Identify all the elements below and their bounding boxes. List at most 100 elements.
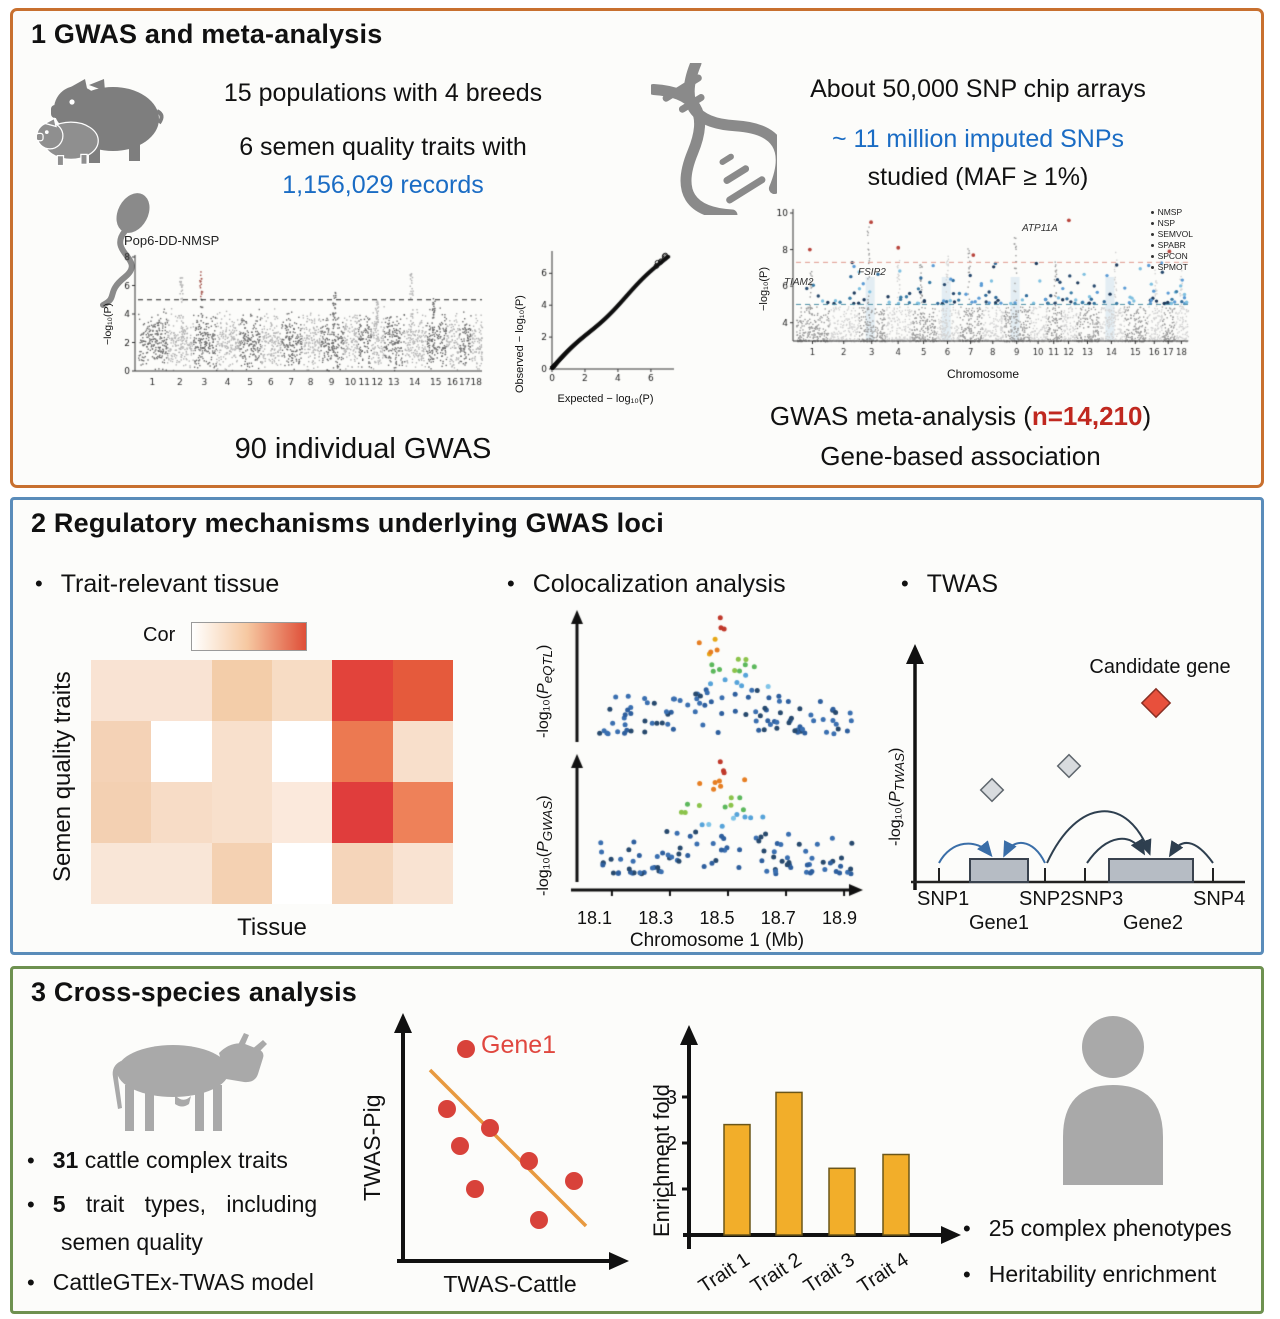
ylabel-sub: GWAS (540, 800, 556, 842)
snp2-label: SNP2 (1019, 888, 1072, 910)
panel-regulatory-mechanisms: 2 Regulatory mechanisms underlying GWAS … (10, 497, 1264, 955)
heatmap-cell (271, 660, 333, 721)
cattle-icon (112, 1033, 267, 1131)
heatmap-cell (392, 782, 453, 843)
bullet-cattle-traits: • 31 cattle complex traits (27, 1147, 288, 1175)
legend-dot-icon (1150, 222, 1154, 225)
heatmap-cell (392, 843, 453, 904)
heatmap-cell (151, 843, 212, 904)
coloc-xticks: 18.1 18.3 18.5 18.7 18.9 (577, 908, 857, 929)
bullet-label: Heritability enrichment (988, 1261, 1217, 1287)
maf-text: studied (MAF ≥ 1%) (867, 163, 1089, 191)
gene2-label: Gene2 (1123, 912, 1184, 934)
heatmap-cell (392, 721, 453, 782)
bullet-trait-types-line2: semen quality (61, 1229, 203, 1255)
scatter-xlabel: TWAS-Cattle (443, 1271, 577, 1297)
svg-text:Trait 2: Trait 2 (747, 1249, 806, 1298)
individual-gwas-caption: 90 individual GWAS (234, 433, 492, 465)
trait-legend: NMSP NSP SEMVOL SPABR SPCON SPMOT (1150, 207, 1193, 273)
meta-ylabel: −log₁₀(P) (758, 266, 770, 311)
heatmap-cell (332, 843, 393, 904)
legend-label: SPABR (1157, 240, 1186, 250)
meta-xlabel: Chromosome (946, 367, 1020, 381)
xtick: 18.9 (821, 908, 857, 928)
xtick: 18.7 (760, 908, 796, 928)
bullet-dot: • (27, 1192, 35, 1217)
meta-caption-suffix: ) (1142, 401, 1152, 431)
bullet-dot: • (27, 1270, 35, 1295)
svg-text:2: 2 (667, 1133, 677, 1155)
xtick: 18.1 (577, 908, 613, 928)
individual-gwas-manhattan: Pop6-DD-NMSP −log₁₀(P) (98, 233, 498, 405)
qq-xlabel: Expected − log₁₀(P) (557, 393, 654, 405)
qq-ylabel: Observed − log₁₀(P) (514, 295, 526, 393)
bullet-text: cattle complex traits (84, 1147, 288, 1173)
bullet-phenotypes: • 25 complex phenotypes (963, 1215, 1232, 1243)
bullet-trait-tissue: • Trait-relevant tissue (35, 570, 279, 599)
gene1-box (969, 858, 1029, 883)
meta-caption-prefix: GWAS meta-analysis ( (769, 401, 1032, 431)
bullet-dot: • (963, 1262, 971, 1287)
bullet-heritability: • Heritability enrichment (963, 1261, 1216, 1289)
twas-block: -log₁₀(PTWAS) Candidate gene (887, 600, 1261, 940)
ylabel-sub: eQTL (540, 649, 556, 684)
gene-based-caption: Gene-based association (820, 441, 1101, 471)
legend-dot-icon (1150, 266, 1154, 269)
legend-item: SPCON (1150, 251, 1193, 262)
records-text: 1,156,029 records (282, 171, 484, 199)
bullet-number: 31 (52, 1147, 79, 1173)
panel-cross-species: 3 Cross-species analysis • 31 cattle comp… (10, 966, 1264, 1314)
ylabel-p: P (535, 683, 552, 694)
panel2-title: 2 Regulatory mechanisms underlying GWAS … (31, 508, 664, 538)
dna-icon (651, 63, 777, 215)
heatmap-cell (332, 721, 393, 782)
gene-annotation: FSIP2 (858, 267, 886, 278)
bullet-dot: • (27, 1148, 35, 1173)
legend-label: NMSP (1157, 207, 1183, 217)
svg-text:Trait 1: Trait 1 (695, 1249, 754, 1298)
bullet-twas: • TWAS (901, 570, 998, 599)
manhattan-plot (114, 249, 490, 401)
coloc-gwas-ylabel: -log₁₀(PGWAS) (535, 795, 555, 896)
bullet-number: 5 (52, 1191, 66, 1217)
legend-item: SEMVOL (1150, 229, 1193, 240)
snp-chip-text: About 50,000 SNP chip arrays (810, 75, 1146, 103)
bullet-label: 31 cattle complex traits (53, 1147, 288, 1174)
heatmap-cell (211, 660, 272, 721)
coloc-xlabel: Chromosome 1 (Mb) (629, 930, 805, 951)
heatmap-cell (91, 721, 152, 782)
heatmap-cell (211, 782, 272, 843)
bullet-label: 25 complex phenotypes (988, 1215, 1232, 1241)
heatmap-cell (211, 843, 272, 904)
manhattan-title: Pop6-DD-NMSP (124, 233, 220, 248)
qq-plot (530, 245, 684, 391)
legend-item: NSP (1150, 218, 1193, 229)
legend-label: SPMOT (1157, 262, 1188, 272)
imputed-snps-text: ~ 11 million imputed SNPs (831, 125, 1125, 153)
eqtl-locus-plot (565, 606, 865, 746)
heatmap-cell (271, 721, 333, 782)
tissue-heatmap (91, 660, 453, 904)
scatter-ylabel: TWAS-Pig (359, 1094, 385, 1202)
panel1-title: 1 GWAS and meta-analysis (31, 19, 383, 49)
xtick: 18.5 (699, 908, 735, 928)
bullet-label: CattleGTEx-TWAS model (52, 1269, 314, 1295)
manhattan-ylabel: −log₁₀(P) (102, 302, 114, 345)
twas-pig-cattle-scatter (394, 1013, 629, 1270)
heatmap-cell (151, 660, 212, 721)
svg-text:Trait 4: Trait 4 (854, 1249, 913, 1298)
xtick: 18.3 (638, 908, 674, 928)
gene-annotation: TIAM2 (784, 277, 814, 288)
candidate-gene-label: Candidate gene (1089, 656, 1231, 678)
traits-text: 6 semen quality traits with (239, 133, 527, 161)
legend-label: SEMVOL (1157, 229, 1193, 239)
svg-text:1: 1 (667, 1179, 677, 1201)
meta-caption-n: n=14,210 (1031, 401, 1143, 431)
ylabel-post: ) (535, 644, 552, 650)
svg-text:Trait 3: Trait 3 (800, 1249, 859, 1298)
bullet-label: Trait-relevant tissue (60, 570, 280, 598)
legend-label: NSP (1157, 218, 1176, 228)
svg-text:3: 3 (667, 1087, 677, 1109)
bullet-dot: • (507, 571, 515, 596)
